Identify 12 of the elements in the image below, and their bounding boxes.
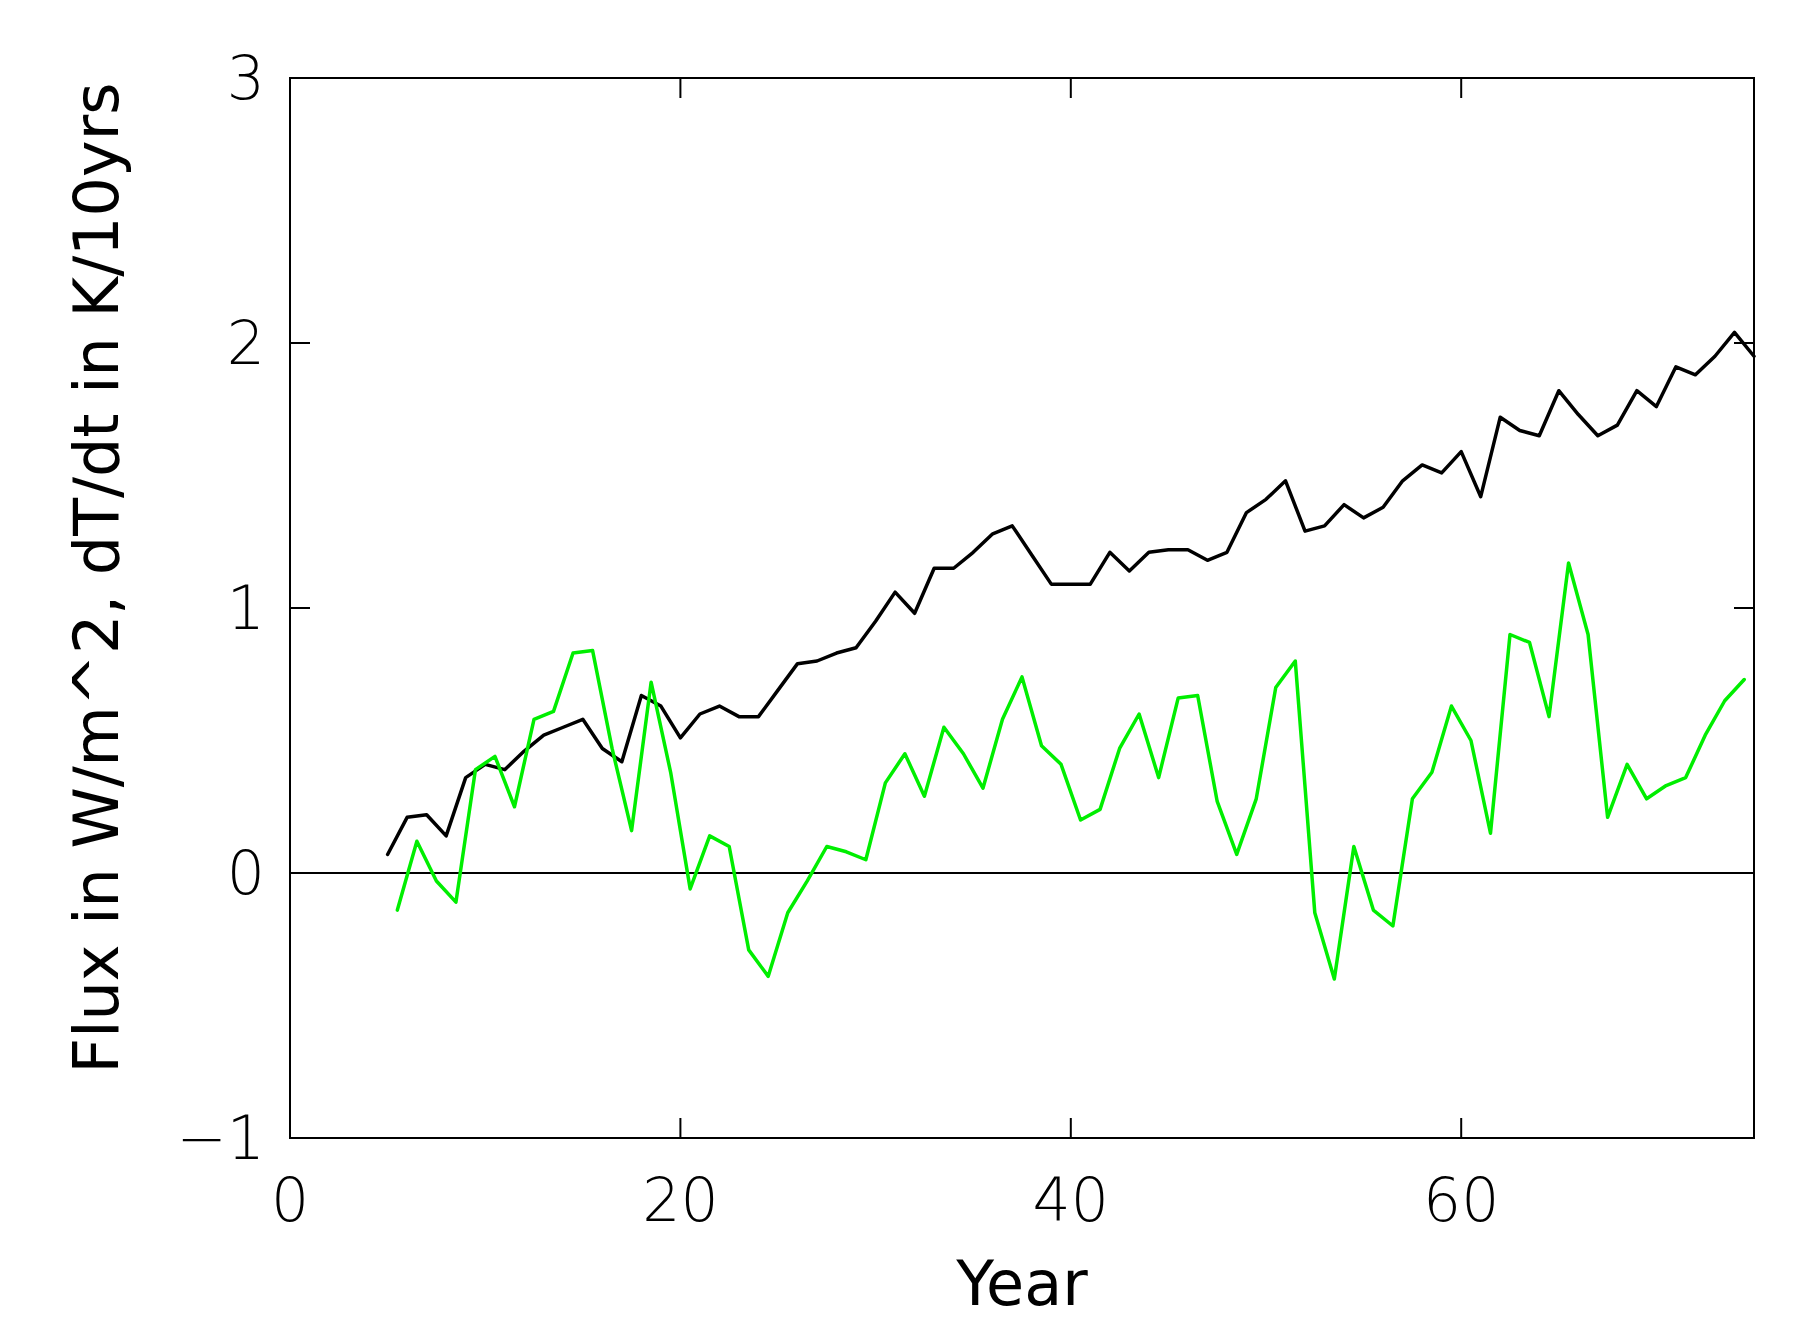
- y-axis-title: Flux in W/m^2, dT/dt in K/10yrs: [60, 82, 133, 1074]
- y-tick-label: 2: [226, 308, 265, 378]
- line-series: [395, 561, 1746, 981]
- x-tick-label: 20: [642, 1165, 719, 1235]
- x-axis-title: Year: [955, 1247, 1089, 1320]
- x-tick-label: 0: [270, 1165, 310, 1235]
- y-tick-label: −1: [176, 1103, 265, 1173]
- y-tick-label: 3: [226, 43, 265, 113]
- y-tick-label: 1: [226, 573, 265, 643]
- x-tick-label: 60: [1423, 1165, 1500, 1235]
- y-tick-label: 0: [226, 838, 265, 908]
- x-tick-label: 40: [1032, 1165, 1109, 1235]
